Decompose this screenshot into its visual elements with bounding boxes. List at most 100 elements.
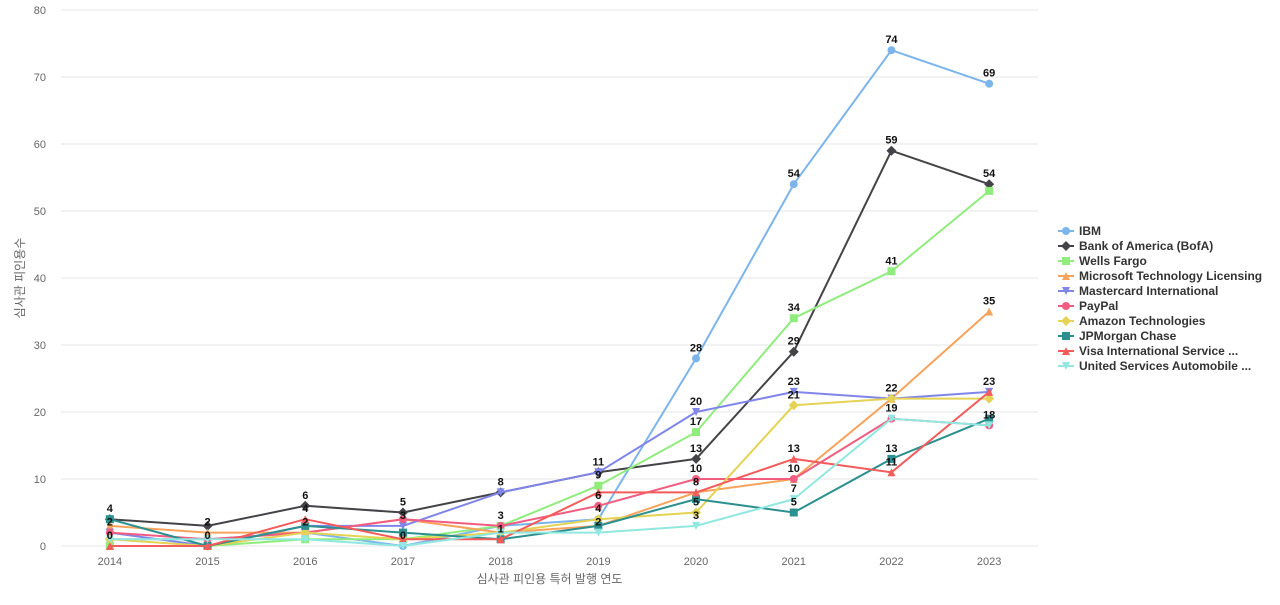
x-axis-ticks: 2014 2015 2016 2017 2018 2019 2020 2021 2022 2023	[98, 556, 1002, 568]
legend-item[interactable]: United Services Automobile ...	[1058, 359, 1251, 373]
data-label: 59	[885, 135, 897, 147]
legend-item[interactable]: Wells Fargo	[1058, 254, 1147, 268]
data-point	[594, 488, 603, 497]
data-point	[692, 488, 701, 497]
data-point	[985, 421, 994, 430]
x-tick-label: 2023	[977, 556, 1001, 568]
x-tick-label: 2021	[782, 556, 806, 568]
data-point	[202, 520, 213, 531]
data-point	[789, 454, 798, 463]
legend-item[interactable]: Amazon Technologies	[1058, 314, 1206, 328]
data-point	[789, 495, 798, 504]
x-tick-label: 2022	[879, 556, 903, 568]
data-point	[397, 507, 408, 518]
data-point	[594, 521, 603, 530]
series-2	[104, 145, 995, 531]
y-tick-label: 20	[34, 407, 46, 419]
x-tick-label: 2016	[293, 556, 317, 568]
y-axis-title: 심사관 피인용수	[13, 238, 27, 319]
x-tick-label: 2017	[391, 556, 415, 568]
data-label: 34	[788, 302, 801, 314]
data-label: 35	[983, 296, 995, 308]
data-label: 28	[690, 342, 702, 354]
data-label: 10	[788, 463, 800, 475]
legend-marker	[1062, 347, 1070, 355]
data-label: 19	[885, 403, 897, 415]
y-tick-label: 40	[34, 273, 46, 285]
data-point	[692, 495, 701, 504]
series-layer	[104, 46, 995, 551]
series-4	[105, 307, 994, 537]
legend-item[interactable]: Visa International Service ...	[1058, 344, 1238, 358]
data-point	[300, 500, 311, 511]
legend-label: Mastercard International	[1079, 284, 1218, 298]
legend-item[interactable]: IBM	[1058, 224, 1101, 238]
data-point	[301, 521, 310, 530]
data-label: 21	[788, 389, 800, 401]
data-point	[398, 515, 407, 524]
data-label: 13	[788, 443, 800, 455]
legend-marker	[1062, 287, 1070, 295]
data-point	[692, 354, 701, 363]
data-point	[398, 542, 407, 550]
data-point	[203, 542, 212, 550]
legend-label: PayPal	[1079, 299, 1118, 313]
data-label: 5	[693, 497, 699, 509]
data-label: 22	[885, 383, 897, 395]
data-point	[985, 307, 994, 316]
data-label: 2	[595, 517, 601, 529]
data-point	[789, 387, 798, 396]
series-line	[109, 149, 990, 527]
data-label: 11	[593, 456, 605, 468]
x-axis-title: 심사관 피인용 특허 발행 연도	[477, 571, 623, 586]
data-point	[984, 179, 995, 190]
data-label: 5	[400, 497, 406, 509]
legend-label: Amazon Technologies	[1079, 314, 1206, 328]
data-label: 8	[498, 476, 504, 488]
data-point	[788, 346, 799, 357]
data-label: 3	[693, 510, 699, 522]
legend-item[interactable]: PayPal	[1058, 299, 1118, 313]
legend-item[interactable]: Mastercard International	[1058, 284, 1218, 298]
series-9	[105, 387, 994, 550]
data-point	[692, 428, 701, 437]
data-point	[887, 468, 896, 477]
legend-item[interactable]: Bank of America (BofA)	[1058, 239, 1213, 253]
legend-label: IBM	[1079, 224, 1101, 238]
legend-label: Wells Fargo	[1079, 254, 1147, 268]
data-point	[887, 454, 896, 463]
legend-item[interactable]: JPMorgan Chase	[1058, 329, 1177, 343]
data-point	[203, 535, 212, 544]
y-tick-label: 10	[34, 474, 46, 486]
data-point	[788, 400, 799, 411]
data-point	[398, 521, 407, 530]
data-point	[496, 521, 505, 530]
data-point	[105, 521, 114, 530]
legend-label: Microsoft Technology Licensing	[1079, 269, 1262, 283]
data-point	[984, 393, 995, 404]
data-label: 11	[886, 456, 898, 468]
legend-marker	[1062, 257, 1070, 265]
data-label: 20	[690, 396, 702, 408]
legend-item[interactable]: Microsoft Technology Licensing	[1058, 269, 1262, 283]
data-point	[496, 488, 505, 497]
data-label: 3	[498, 510, 504, 522]
data-label: 41	[885, 255, 897, 267]
data-point	[105, 528, 114, 537]
data-point	[594, 468, 603, 477]
data-label: 17	[690, 416, 702, 428]
data-label: 9	[595, 470, 601, 482]
data-label: 3	[400, 510, 406, 522]
series-line	[109, 49, 990, 547]
y-tick-label: 60	[34, 139, 46, 151]
legend-marker	[1062, 302, 1070, 310]
data-label: 2	[302, 517, 308, 529]
legend-marker	[1062, 362, 1070, 370]
data-label: 1	[498, 523, 504, 535]
data-label: 0	[107, 530, 113, 542]
data-label: 0	[400, 530, 406, 542]
y-tick-label: 50	[34, 206, 46, 218]
